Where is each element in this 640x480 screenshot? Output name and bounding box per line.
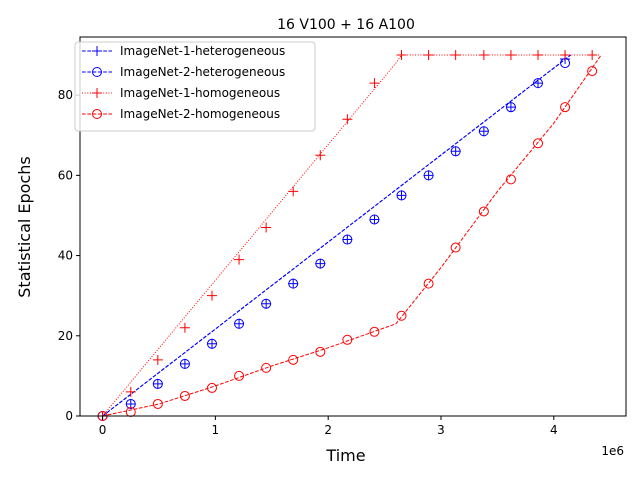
y-tick-label: 40 xyxy=(58,249,73,263)
data-point-plus xyxy=(152,378,163,389)
y-tick-label: 80 xyxy=(58,88,73,102)
data-point-plus xyxy=(234,318,245,329)
data-point-plus xyxy=(396,190,407,201)
data-point-plus xyxy=(288,186,299,197)
data-point-circle xyxy=(533,138,544,149)
data-point-circle xyxy=(288,278,299,289)
data-point-plus xyxy=(125,386,136,397)
data-point-circle xyxy=(505,102,516,113)
data-point-circle xyxy=(505,174,516,185)
data-point-circle xyxy=(152,398,163,409)
data-point-plus xyxy=(315,258,326,269)
data-point-circle xyxy=(234,370,245,381)
legend-marker-plus xyxy=(92,46,102,56)
data-point-plus xyxy=(560,50,571,61)
data-point-circle xyxy=(179,390,190,401)
data-point-circle xyxy=(206,338,217,349)
data-point-circle xyxy=(261,362,272,373)
data-point-circle xyxy=(560,102,571,113)
x-tick-label: 0 xyxy=(99,423,107,437)
y-axis-label: Statistical Epochs xyxy=(15,156,34,297)
legend-label: ImageNet-2-homogeneous xyxy=(120,107,280,121)
series-line xyxy=(102,54,602,417)
data-point-plus xyxy=(261,222,272,233)
x-tick-label: 3 xyxy=(437,423,445,437)
plot-frame xyxy=(79,36,627,417)
series-line xyxy=(102,54,572,417)
data-point-circle xyxy=(261,298,272,309)
data-point-circle xyxy=(423,170,434,181)
y-tick-label: 20 xyxy=(58,329,73,343)
data-point-circle xyxy=(342,234,353,245)
data-point-plus xyxy=(342,114,353,125)
data-point-plus xyxy=(478,126,489,137)
data-point-plus xyxy=(152,354,163,365)
data-point-circle xyxy=(533,78,544,89)
data-point-circle xyxy=(315,346,326,357)
data-point-plus xyxy=(505,50,516,61)
series-line xyxy=(102,54,599,417)
x-axis-label: Time xyxy=(325,446,365,465)
data-point-plus xyxy=(369,214,380,225)
data-point-plus xyxy=(315,150,326,161)
data-point-plus xyxy=(423,50,434,61)
data-point-circle xyxy=(450,146,461,157)
legend-label: ImageNet-1-heterogeneous xyxy=(120,44,285,58)
data-point-circle xyxy=(369,326,380,337)
data-point-plus xyxy=(288,278,299,289)
data-point-plus xyxy=(396,50,407,61)
data-point-circle xyxy=(288,354,299,365)
legend-marker-circle xyxy=(92,67,102,77)
data-point-circle xyxy=(478,126,489,137)
data-point-circle xyxy=(152,378,163,389)
data-point-plus xyxy=(450,50,461,61)
legend-box xyxy=(74,41,316,132)
data-point-circle xyxy=(450,242,461,253)
data-point-circle xyxy=(125,398,136,409)
data-point-plus xyxy=(206,338,217,349)
chart-title: 16 V100 + 16 A100 xyxy=(277,17,415,33)
data-point-plus xyxy=(342,234,353,245)
data-point-plus xyxy=(533,50,544,61)
data-point-plus xyxy=(261,298,272,309)
data-point-plus xyxy=(179,358,190,369)
y-tick-label: 60 xyxy=(58,168,73,182)
data-point-plus xyxy=(505,102,516,113)
legend-label: ImageNet-1-homogeneous xyxy=(120,86,280,100)
data-point-circle xyxy=(587,66,598,77)
legend-marker-circle xyxy=(92,109,102,119)
data-point-circle xyxy=(396,190,407,201)
x-tick-label: 1 xyxy=(212,423,220,437)
data-point-circle xyxy=(234,318,245,329)
data-point-circle xyxy=(369,214,380,225)
data-point-plus xyxy=(369,78,380,89)
y-tick-label: 0 xyxy=(65,409,73,423)
data-point-plus xyxy=(587,50,598,61)
data-point-plus xyxy=(478,50,489,61)
data-point-circle xyxy=(342,334,353,345)
data-point-circle xyxy=(396,310,407,321)
data-point-plus xyxy=(533,78,544,89)
data-point-plus xyxy=(179,322,190,333)
data-point-circle xyxy=(179,358,190,369)
x-axis-offset-label: 1e6 xyxy=(601,444,624,458)
plot-area xyxy=(97,50,602,421)
data-point-plus xyxy=(450,146,461,157)
legend-marker-plus xyxy=(92,88,102,98)
x-tick-label: 4 xyxy=(550,423,558,437)
data-point-circle xyxy=(478,206,489,217)
legend: ImageNet-1-heterogeneous ImageNet-2-heter… xyxy=(74,41,316,132)
data-point-plus xyxy=(206,290,217,301)
legend-label: ImageNet-2-heterogeneous xyxy=(120,65,285,79)
data-point-circle xyxy=(423,278,434,289)
data-point-plus xyxy=(234,254,245,265)
data-point-circle xyxy=(206,382,217,393)
data-point-circle xyxy=(315,258,326,269)
x-tick-label: 2 xyxy=(324,423,332,437)
data-point-plus xyxy=(423,170,434,181)
